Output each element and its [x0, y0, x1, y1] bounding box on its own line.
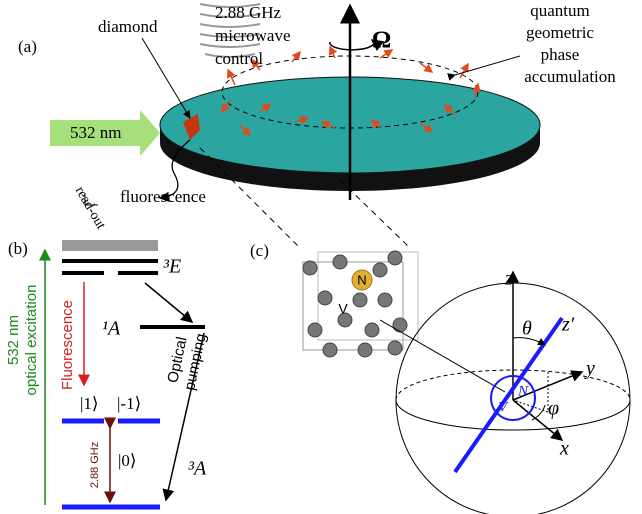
panel-label: (b) — [8, 239, 28, 258]
excitation-text: optical excitation — [23, 285, 40, 396]
microwave-text: 2.88 GHz — [215, 3, 282, 22]
angle-label: φ — [548, 398, 559, 420]
excitation-text: 532 nm — [5, 315, 22, 365]
splitting-text: 2.88 GHz — [89, 442, 101, 488]
crystal-lattice — [303, 251, 418, 357]
level-label: ³E — [163, 256, 181, 278]
diamond-label: diamond — [98, 17, 158, 36]
level-label: ¹A — [102, 318, 121, 340]
panel-label: (a) — [18, 37, 37, 56]
rotation-arrow — [330, 40, 374, 50]
axis-label: y — [584, 358, 595, 380]
atom-label: N — [357, 272, 366, 287]
phase-text: geometric — [526, 23, 594, 42]
state-label: |1⟩ — [80, 394, 99, 413]
laser-label: 532 nm — [70, 123, 121, 142]
fluorescence-label: fluorescence — [120, 187, 206, 206]
zoom-line — [380, 320, 505, 392]
excited-levels — [62, 261, 158, 273]
level-label: ³A — [188, 458, 207, 480]
phase-text: phase — [541, 45, 580, 64]
diamond-pointer — [142, 38, 190, 118]
state-label: |-1⟩ — [117, 394, 141, 413]
figure: (a) 2.88 GHz microwave control diamond Ω… — [0, 0, 642, 514]
phase-pointer — [455, 56, 520, 75]
nv-axis — [455, 318, 562, 472]
excited-band — [62, 240, 158, 251]
phase-text: accumulation — [524, 67, 616, 86]
microwave-text: microwave — [215, 26, 291, 45]
nv-label: V — [498, 399, 509, 415]
ground-levels — [62, 421, 160, 507]
omega-label: Ω — [372, 28, 391, 54]
nv-label: N — [517, 383, 529, 399]
readout-label: read-out — [72, 184, 108, 232]
fluorescence-text: Fluorescence — [59, 300, 76, 390]
axis-label: z — [504, 268, 513, 290]
atom-label: V — [338, 301, 348, 317]
axis-label: x — [559, 438, 569, 460]
microwave-text: control — [215, 49, 263, 68]
panel-label: (c) — [250, 241, 269, 260]
isc-arrow — [145, 283, 192, 322]
state-label: |0⟩ — [118, 451, 137, 470]
angle-label: θ — [522, 318, 532, 340]
phase-text: quantum — [530, 1, 590, 20]
axis-label: z′ — [561, 314, 575, 336]
